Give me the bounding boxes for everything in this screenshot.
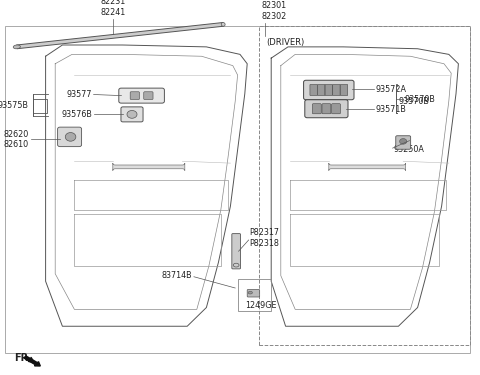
Text: 1249GE: 1249GE (245, 301, 276, 310)
FancyBboxPatch shape (58, 127, 82, 147)
FancyBboxPatch shape (332, 104, 340, 114)
FancyBboxPatch shape (130, 92, 139, 99)
Text: FR.: FR. (14, 353, 32, 363)
FancyBboxPatch shape (329, 163, 406, 171)
FancyBboxPatch shape (340, 84, 348, 96)
Text: 93576B: 93576B (61, 110, 92, 119)
FancyBboxPatch shape (144, 92, 153, 99)
FancyBboxPatch shape (247, 290, 260, 297)
FancyArrow shape (24, 356, 40, 366)
Text: 93570B: 93570B (405, 94, 435, 104)
Text: 82301
82302: 82301 82302 (262, 1, 287, 21)
Text: 93577: 93577 (67, 90, 92, 99)
Ellipse shape (399, 139, 407, 144)
FancyBboxPatch shape (396, 136, 411, 149)
Text: 82620
82610: 82620 82610 (3, 130, 29, 149)
Text: 93250A: 93250A (394, 146, 424, 154)
Bar (238, 279, 271, 311)
Text: 83714B: 83714B (161, 271, 192, 280)
FancyBboxPatch shape (232, 234, 240, 269)
Text: 93575B: 93575B (0, 101, 29, 110)
Ellipse shape (248, 291, 252, 294)
FancyBboxPatch shape (325, 84, 333, 96)
FancyBboxPatch shape (304, 80, 354, 100)
FancyBboxPatch shape (113, 163, 185, 171)
FancyBboxPatch shape (333, 84, 340, 96)
Ellipse shape (221, 22, 225, 26)
Ellipse shape (13, 45, 20, 49)
FancyBboxPatch shape (310, 84, 317, 96)
Text: 93572A: 93572A (375, 85, 407, 94)
FancyBboxPatch shape (305, 100, 348, 118)
Text: (DRIVER): (DRIVER) (266, 38, 305, 46)
FancyBboxPatch shape (119, 88, 164, 103)
FancyBboxPatch shape (318, 84, 325, 96)
Text: 82231
82241: 82231 82241 (100, 0, 125, 17)
Text: 93571B: 93571B (375, 105, 406, 114)
Bar (259, 26, 470, 345)
Ellipse shape (65, 132, 76, 141)
Polygon shape (16, 22, 224, 49)
FancyBboxPatch shape (312, 104, 321, 114)
Text: P82317
P82318: P82317 P82318 (250, 228, 279, 248)
Text: 93570B: 93570B (398, 98, 429, 106)
Bar (5, 26, 470, 352)
Ellipse shape (127, 111, 137, 118)
FancyBboxPatch shape (121, 107, 143, 122)
FancyBboxPatch shape (322, 104, 331, 114)
